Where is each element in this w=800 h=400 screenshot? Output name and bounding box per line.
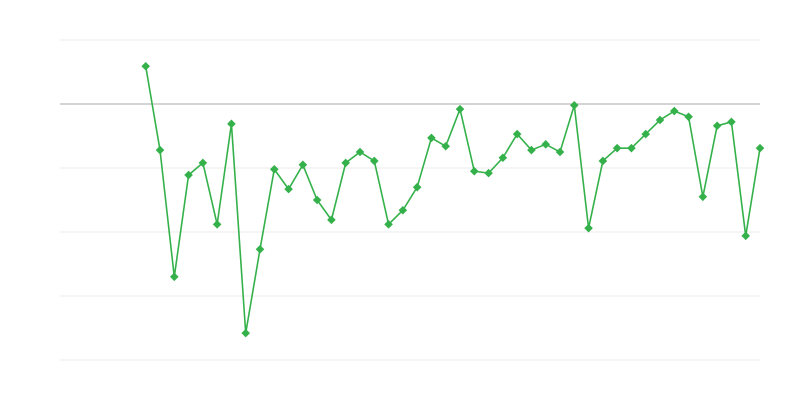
data-point [541, 140, 551, 149]
data-point [684, 112, 693, 122]
data-point [512, 129, 522, 139]
data-point [469, 166, 479, 176]
data-point [741, 231, 751, 241]
data-point [312, 195, 322, 205]
data-point [569, 100, 579, 110]
data-point [455, 104, 465, 114]
data-point [369, 156, 379, 166]
data-point [355, 147, 365, 157]
gridlines [60, 39, 760, 361]
data-point [269, 164, 279, 174]
data-point [484, 168, 493, 178]
data-point [755, 143, 765, 153]
data-point [655, 115, 665, 125]
data-point [298, 160, 308, 170]
data-point [598, 156, 608, 166]
data-point [327, 215, 336, 225]
series-markers [141, 61, 765, 338]
data-point [141, 61, 151, 71]
series-line [144, 66, 761, 334]
data-point [341, 158, 351, 168]
data-point [198, 158, 208, 168]
series-path [144, 66, 761, 334]
data-point [155, 145, 165, 155]
data-point [584, 223, 593, 233]
data-point [612, 143, 622, 153]
data-point [498, 153, 508, 163]
data-point [255, 244, 265, 254]
data-point [284, 184, 293, 194]
data-point [184, 170, 193, 180]
data-point [227, 119, 236, 129]
data-point [169, 272, 179, 282]
data-point [641, 129, 651, 139]
data-point [441, 141, 451, 151]
data-point [627, 143, 636, 153]
data-point [427, 133, 436, 143]
data-point [555, 147, 565, 157]
data-point [412, 182, 422, 192]
data-point [384, 220, 393, 229]
data-point [669, 106, 679, 116]
data-point [527, 145, 536, 155]
data-point [712, 121, 722, 131]
data-point [212, 220, 222, 229]
data-point [727, 117, 736, 127]
data-point [698, 192, 708, 202]
data-point [398, 205, 408, 215]
data-point [241, 328, 251, 338]
